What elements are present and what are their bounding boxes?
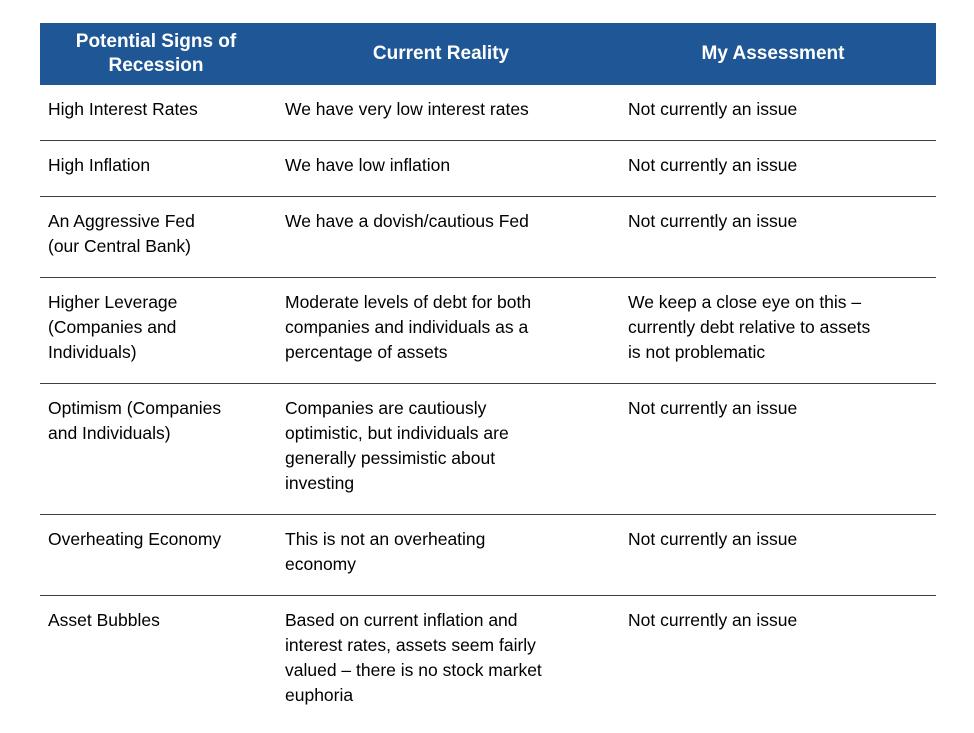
cell-reality: Based on current inflation and interest … <box>285 610 542 705</box>
cell-assessment: Not currently an issue <box>628 211 798 231</box>
column-header-current-reality: Current Reality <box>372 43 510 64</box>
column-header-potential-signs: Potential Signs of Recession <box>75 31 237 76</box>
table-row: Overheating Economy This is not an overh… <box>40 515 936 596</box>
table-row: An Aggressive Fed (our Central Bank) We … <box>40 197 936 278</box>
cell-assessment: We keep a close eye on this – currently … <box>628 292 871 362</box>
table-row: High Inflation We have low inflation Not… <box>40 141 936 197</box>
table-row: Higher Leverage (Companies and Individua… <box>40 278 936 384</box>
table-header-row: Potential Signs of Recession Current Rea… <box>40 23 936 85</box>
table-row: Optimism (Companies and Individuals) Com… <box>40 384 936 515</box>
cell-sign: Overheating Economy <box>48 529 222 549</box>
cell-assessment: Not currently an issue <box>628 155 798 175</box>
cell-reality: We have very low interest rates <box>285 99 529 119</box>
cell-reality: We have low inflation <box>285 155 451 175</box>
cell-reality: Moderate levels of debt for both compani… <box>285 292 532 362</box>
cell-reality: Companies are cautiously optimistic, but… <box>285 398 509 493</box>
recession-signs-table: Potential Signs of Recession Current Rea… <box>40 23 936 726</box>
table-row: High Interest Rates We have very low int… <box>40 85 936 141</box>
cell-reality: This is not an overheating economy <box>285 529 486 574</box>
table-row: Asset Bubbles Based on current inflation… <box>40 596 936 726</box>
cell-reality: We have a dovish/cautious Fed <box>285 211 529 231</box>
cell-assessment: Not currently an issue <box>628 99 798 119</box>
column-header-my-assessment: My Assessment <box>701 43 845 64</box>
cell-assessment: Not currently an issue <box>628 610 798 630</box>
cell-assessment: Not currently an issue <box>628 529 798 549</box>
cell-assessment: Not currently an issue <box>628 398 798 418</box>
cell-sign: Optimism (Companies and Individuals) <box>48 398 222 443</box>
cell-sign: Higher Leverage (Companies and Individua… <box>48 292 178 362</box>
cell-sign: An Aggressive Fed (our Central Bank) <box>48 211 195 256</box>
cell-sign: High Inflation <box>48 155 151 175</box>
cell-sign: Asset Bubbles <box>48 610 160 630</box>
cell-sign: High Interest Rates <box>48 99 198 119</box>
